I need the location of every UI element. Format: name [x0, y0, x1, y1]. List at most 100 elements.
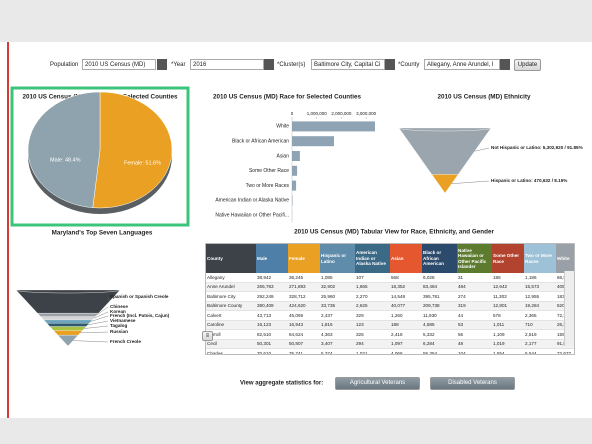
- table-cell: 31: [457, 273, 492, 283]
- table-cell: 2,625: [355, 301, 390, 311]
- bar: [292, 180, 297, 191]
- table-cell: 2,365: [524, 310, 556, 321]
- table-row: Anne Arundel 265,763 271,893 32,902 1,665 18,…: [206, 282, 574, 292]
- table-cell: 70,610: [256, 348, 288, 354]
- table-cell: 1,186: [524, 273, 556, 283]
- table-cell: 1,011: [492, 320, 524, 330]
- footer-button[interactable]: Disabled Veterans: [430, 377, 515, 390]
- table-cell: Calvert: [206, 310, 256, 321]
- table-cell: 32,902: [320, 282, 355, 292]
- table-cell: 5,544: [524, 348, 556, 354]
- leader-line: [90, 315, 109, 322]
- select[interactable]: 2010 US Census (MD): [82, 59, 156, 70]
- y-tick-label: Some Other Race: [249, 168, 289, 174]
- table-cell: 43,713: [256, 310, 288, 321]
- table-cell: 33,735: [320, 301, 355, 311]
- table-cell: 1,097: [390, 339, 422, 349]
- table-cell: 19,284: [524, 301, 556, 311]
- table-row: Caroline 16,123 16,943 1,816 123 188 4,585 53 1,…: [206, 320, 574, 330]
- column-header: Asian: [390, 244, 422, 273]
- funnel-segment: [53, 330, 83, 336]
- column-header: Two or More Races: [524, 244, 556, 273]
- bar: [292, 136, 335, 147]
- table-cell: Baltimore County: [206, 301, 256, 311]
- table-cell: 2,418: [390, 329, 422, 340]
- table-cell: 271,893: [288, 282, 320, 292]
- label: *County: [398, 62, 420, 68]
- update-button[interactable]: Update: [514, 59, 541, 71]
- y-tick-label: Black or African American: [232, 139, 289, 145]
- column-header: Male: [256, 244, 288, 273]
- bar: [292, 151, 300, 161]
- table-row: Baltimore City 292,249 328,712 25,960 2,270 1…: [206, 291, 574, 302]
- chart-title: 2010 US Census (MD) Ethnicity: [437, 94, 531, 101]
- table-cell: 6,028: [422, 273, 457, 283]
- table-cell: 1,554: [492, 348, 524, 354]
- data-label: Male: 48.4%: [50, 157, 81, 163]
- column-header: Black or African American: [422, 244, 457, 273]
- data-label: French Creole: [110, 339, 141, 344]
- table-cell: Allegany: [206, 273, 256, 283]
- data-table: County Male Female Hispanic or Latino Americ…: [205, 243, 575, 355]
- table-cell: 395,781: [422, 291, 457, 302]
- label: *Year: [171, 62, 186, 68]
- leader-line: [107, 296, 110, 302]
- table-cell: 2,177: [524, 339, 556, 349]
- table-cell: 123: [355, 320, 390, 330]
- table-row: Charles 70,610 75,741 5,374 1,021 4,066 55,354…: [206, 348, 574, 354]
- select-arrow[interactable]: [264, 59, 274, 70]
- pie-slice: [27, 91, 101, 208]
- table-cell: 1,260: [390, 310, 422, 321]
- funnel-top: [398, 124, 492, 132]
- select[interactable]: Allegany, Anne Arundel, I: [424, 59, 500, 70]
- table-cell: 274: [457, 291, 492, 302]
- selection-frame: [10, 86, 190, 227]
- chart-title: 2010 US Census (MD) Race for Selected Co…: [213, 94, 362, 101]
- data-label: French (Incl. Patois, Cajun): [110, 313, 170, 318]
- select-arrow[interactable]: [500, 59, 510, 70]
- table-cell: 12,955: [524, 291, 556, 302]
- table-cell: 292,249: [256, 291, 288, 302]
- table-cell: 14,548: [390, 291, 422, 302]
- table-cell: 82,510: [256, 329, 288, 340]
- column-header: Hispanic or Latino: [320, 244, 355, 273]
- table-cell: Anne Arundel: [206, 282, 256, 292]
- funnel-top: [15, 286, 121, 294]
- table-cell: 1,665: [355, 282, 390, 292]
- table-cell: Carroll: [206, 329, 256, 340]
- table-cell: 209,738: [422, 301, 457, 311]
- table-cell: 265,763: [256, 282, 288, 292]
- scrollbar[interactable]: [564, 271, 574, 346]
- table-cell: 11,930: [422, 310, 457, 321]
- table-cell: 5,332: [422, 329, 457, 340]
- table-cell: 484: [457, 282, 492, 292]
- column-header: Some Other Race: [492, 244, 524, 273]
- select[interactable]: 2016: [190, 59, 264, 70]
- select-arrow[interactable]: [385, 59, 395, 70]
- select[interactable]: Baltimore City, Capital Ci: [311, 59, 385, 70]
- table-cell: 2,270: [355, 291, 390, 302]
- table-cell: 319: [457, 301, 492, 311]
- funnel-segment: [40, 316, 96, 321]
- table-cell: 424,620: [288, 301, 320, 311]
- table-cell: 578: [492, 310, 524, 321]
- table-cell: 11,303: [492, 291, 524, 302]
- table-cell: 2,519: [524, 329, 556, 340]
- table-cell: 1,816: [320, 320, 355, 330]
- table-cell: 1,109: [492, 329, 524, 340]
- table-cell: 36,245: [288, 273, 320, 283]
- table-cell: 25,960: [320, 291, 355, 302]
- menu-button[interactable]: ≡: [202, 331, 213, 341]
- table-cell: 329: [355, 310, 390, 321]
- data-label: Tagalog: [110, 323, 127, 328]
- table-cell: 6,284: [422, 339, 457, 349]
- leader-line: [474, 147, 490, 152]
- table-cell: Charles: [206, 348, 256, 354]
- select-arrow[interactable]: [157, 59, 167, 70]
- column-header: County: [206, 244, 256, 273]
- footer-button[interactable]: Agricultural Veterans: [335, 377, 420, 390]
- data-label: Spanish or Spanish Creole: [110, 294, 169, 299]
- table-cell: 5,374: [320, 348, 355, 354]
